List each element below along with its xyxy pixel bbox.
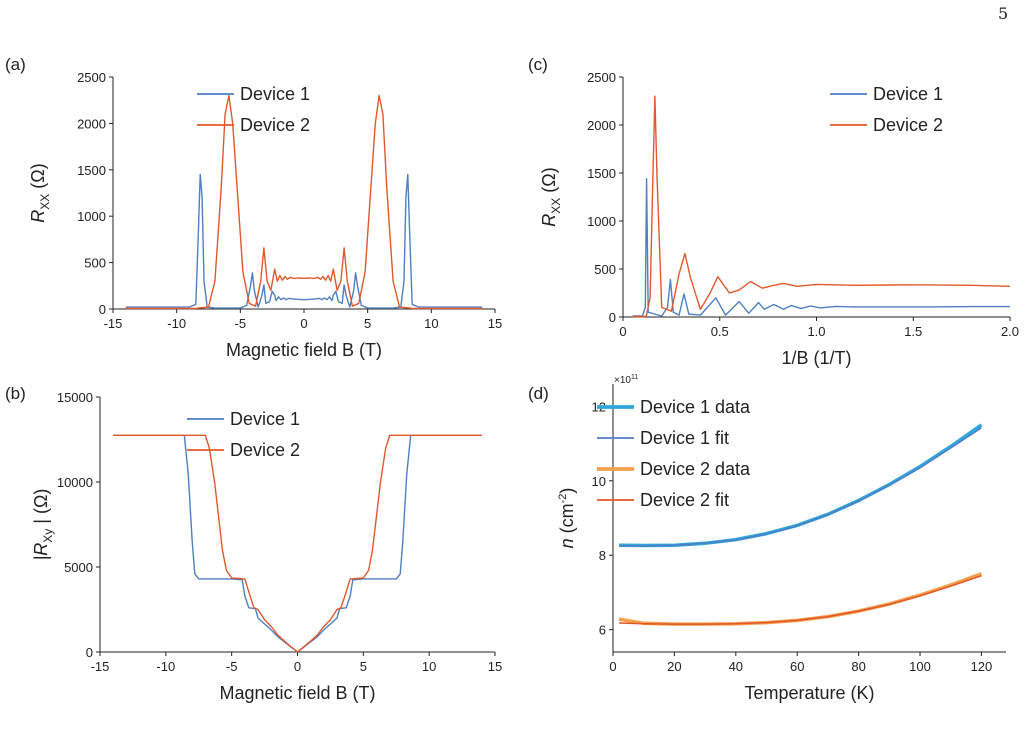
y-tick-label: 500 bbox=[594, 262, 616, 277]
series-line-device-2-data bbox=[618, 572, 982, 626]
x-tick-label: -5 bbox=[226, 659, 238, 674]
y-tick-label: 6 bbox=[599, 623, 606, 638]
x-tick-label: 60 bbox=[790, 659, 804, 674]
x-tick-label: 15 bbox=[488, 659, 502, 674]
panel-label-b: (b) bbox=[5, 384, 26, 403]
x-axis-label: Temperature (K) bbox=[744, 683, 874, 703]
panel-b-chart: (b) -15 -10 -5 0 5 10 15 0 5000 10000 15000 Magnetic… bbox=[5, 384, 502, 703]
y-tick-label: 5000 bbox=[64, 560, 93, 575]
y-tick-label: 10 bbox=[592, 474, 606, 489]
legend-entry-label: Device 2 fit bbox=[640, 490, 729, 510]
panel-c-chart: (c) 0 0.5 1.0 1.5 2.0 0 500 1000 1500 2000 2500 1/B … bbox=[528, 55, 1019, 368]
y-tick-label: 8 bbox=[599, 548, 606, 563]
y-axis-label-symbol: |R bbox=[31, 543, 51, 561]
legend-entry-label: Device 2 data bbox=[640, 459, 751, 479]
series-line-device-1 bbox=[632, 178, 1010, 317]
y-axis-exponent-power: 11 bbox=[631, 374, 638, 381]
y-tick-label: 15000 bbox=[57, 390, 93, 405]
y-tick-label: 2000 bbox=[587, 118, 616, 133]
x-tick-label: -5 bbox=[235, 316, 247, 331]
series-line-device-2 bbox=[632, 95, 1011, 318]
y-tick-label: 0 bbox=[99, 302, 106, 317]
legend-entry-label: Device 2 bbox=[873, 115, 943, 135]
y-axis-label: n (cm-2) bbox=[557, 488, 577, 549]
x-tick-label: -15 bbox=[104, 316, 123, 331]
x-tick-label: 10 bbox=[422, 659, 436, 674]
x-axis-label: Magnetic field B (T) bbox=[219, 683, 375, 703]
y-tick-label: 0 bbox=[86, 645, 93, 660]
x-tick-label: 0 bbox=[300, 316, 307, 331]
y-tick-label: 500 bbox=[84, 256, 106, 271]
y-axis-label-subscript: XX bbox=[38, 194, 52, 210]
x-tick-label: 5 bbox=[364, 316, 371, 331]
y-tick-label: 1000 bbox=[587, 214, 616, 229]
x-tick-label: 10 bbox=[424, 316, 438, 331]
x-tick-label: 0.5 bbox=[711, 324, 729, 339]
y-axis-exponent: ×1011 bbox=[614, 374, 638, 386]
x-tick-label: -15 bbox=[91, 659, 110, 674]
legend-entry-label: Device 1 data bbox=[640, 397, 751, 417]
y-axis-label: RXX (Ω) bbox=[28, 163, 52, 222]
y-axis-label-symbol: R bbox=[539, 214, 559, 227]
y-tick-label: 1500 bbox=[587, 166, 616, 181]
series-line-device-1 bbox=[113, 434, 482, 653]
y-axis-label-unit: (Ω) bbox=[28, 163, 48, 193]
legend-entry-label: Device 2 bbox=[230, 440, 300, 460]
x-tick-label: 100 bbox=[909, 659, 931, 674]
panel-label-d: (d) bbox=[528, 384, 549, 403]
series-line-device-2-fit bbox=[619, 574, 982, 625]
x-tick-label: 0 bbox=[609, 659, 616, 674]
y-tick-label: 0 bbox=[609, 310, 616, 325]
x-tick-label: -10 bbox=[167, 316, 186, 331]
x-axis-label: Magnetic field B (T) bbox=[226, 340, 382, 360]
y-axis-label-close: ) bbox=[557, 488, 577, 494]
y-tick-label: 2500 bbox=[587, 70, 616, 85]
x-tick-label: 20 bbox=[667, 659, 681, 674]
x-axis-label: 1/B (1/T) bbox=[781, 348, 851, 368]
x-tick-label: -10 bbox=[156, 659, 175, 674]
y-axis-exponent-base: ×10 bbox=[614, 375, 631, 386]
x-tick-label: 80 bbox=[851, 659, 865, 674]
y-axis-label: RXX (Ω) bbox=[539, 167, 563, 226]
legend-entry-label: Device 1 bbox=[873, 84, 943, 104]
x-tick-label: 1.0 bbox=[807, 324, 825, 339]
y-axis-label-symbol: n bbox=[557, 538, 577, 548]
x-tick-label: 40 bbox=[729, 659, 743, 674]
x-tick-label: 120 bbox=[971, 659, 993, 674]
x-tick-label: 2.0 bbox=[1001, 324, 1019, 339]
y-tick-label: 10000 bbox=[57, 475, 93, 490]
y-axis-label-symbol: R bbox=[28, 210, 48, 223]
legend-entry-label: Device 2 bbox=[240, 115, 310, 135]
panel-a-chart: (a) -15 -10 -5 0 5 10 15 0 500 1000 1500 2000 2500 Mag… bbox=[5, 55, 502, 360]
series-line-device-1 bbox=[125, 173, 483, 309]
x-tick-label: 15 bbox=[488, 316, 502, 331]
series-line-device-1-fit bbox=[619, 427, 982, 547]
series-line-device-2 bbox=[113, 434, 482, 653]
panel-label-c: (c) bbox=[528, 55, 548, 74]
y-tick-label: 1500 bbox=[77, 163, 106, 178]
y-tick-label: 2500 bbox=[77, 70, 106, 85]
x-tick-label: 0 bbox=[619, 324, 626, 339]
y-axis-label-subscript: XX bbox=[549, 198, 563, 214]
x-tick-label: 5 bbox=[360, 659, 367, 674]
x-tick-label: 0 bbox=[294, 659, 301, 674]
y-axis-label: |RXy | (Ω) bbox=[31, 489, 55, 561]
panel-d-chart: (d)020406080100120681012Temperature (K)n… bbox=[528, 374, 1006, 703]
y-axis-label-unit: | (Ω) bbox=[31, 489, 51, 529]
y-axis-label-superscript: -2 bbox=[557, 494, 569, 504]
x-tick-label: 1.5 bbox=[904, 324, 922, 339]
legend-entry-label: Device 1 bbox=[240, 84, 310, 104]
legend-entry-label: Device 1 bbox=[230, 409, 300, 429]
y-axis-label-unit: (cm bbox=[557, 503, 577, 538]
page-number: 5 bbox=[998, 4, 1009, 23]
y-axis-label-subscript: Xy bbox=[41, 529, 55, 543]
legend-entry-label: Device 1 fit bbox=[640, 428, 729, 448]
y-tick-label: 1000 bbox=[77, 209, 106, 224]
y-axis-label-unit: (Ω) bbox=[539, 167, 559, 197]
panel-label-a: (a) bbox=[5, 55, 26, 74]
y-tick-label: 2000 bbox=[77, 116, 106, 131]
series-line-device-2 bbox=[125, 94, 483, 310]
